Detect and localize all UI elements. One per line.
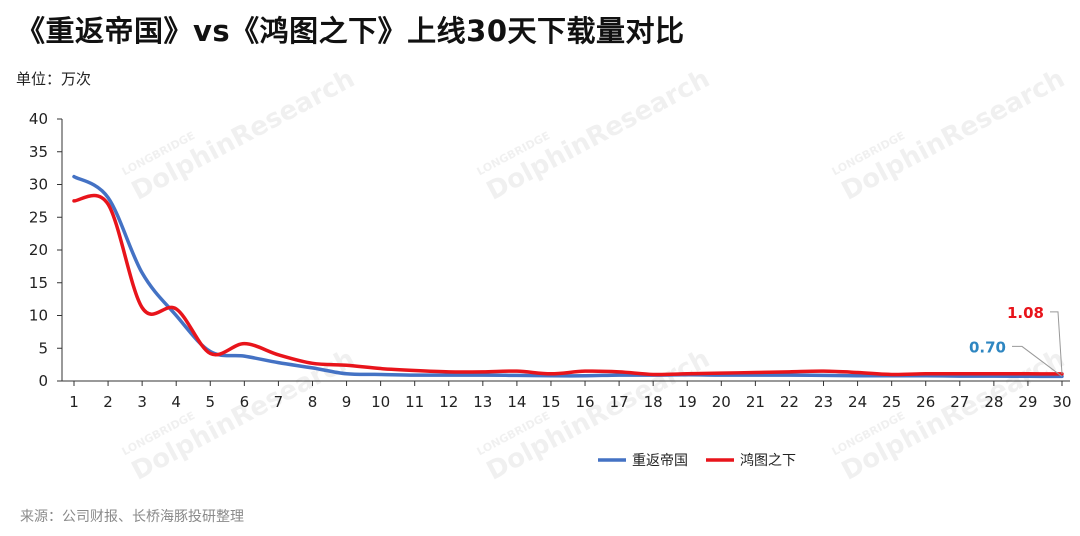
- x-tick-label: 25: [882, 393, 901, 411]
- x-tick-label: 9: [342, 393, 352, 411]
- y-tick-label: 10: [29, 307, 48, 325]
- source-note: 来源：公司财报、长桥海豚投研整理: [20, 509, 244, 525]
- chart-series: [72, 174, 1064, 379]
- y-tick-label: 0: [38, 372, 48, 390]
- x-tick-label: 7: [274, 393, 284, 411]
- x-tick-label: 20: [712, 393, 731, 411]
- watermark-brand: DolphinResearch: [127, 64, 360, 207]
- y-tick-label: 35: [29, 143, 48, 161]
- x-tick-label: 18: [644, 393, 663, 411]
- chart-title: 《重返帝国》vs《鸿图之下》上线30天下载量对比: [16, 14, 685, 48]
- x-tick-label: 21: [746, 393, 765, 411]
- x-tick-label: 16: [575, 393, 594, 411]
- legend-label-1: 重返帝国: [632, 453, 688, 469]
- y-tick-label: 30: [29, 176, 48, 194]
- unit-label: 单位：万次: [16, 70, 92, 88]
- end-label-2: 1.08: [1007, 304, 1044, 322]
- y-tick-label: 20: [29, 241, 48, 259]
- x-tick-label: 22: [780, 393, 799, 411]
- x-tick-label: 30: [1052, 393, 1071, 411]
- watermark-brand: DolphinResearch: [837, 344, 1070, 487]
- x-tick-label: 4: [171, 393, 181, 411]
- leader-line-1: [1012, 345, 1063, 377]
- leader-line-2: [1050, 311, 1063, 374]
- x-tick-label: 15: [541, 393, 560, 411]
- x-tick-label: 17: [610, 393, 629, 411]
- series-line-2: [72, 193, 1064, 377]
- legend-label-2: 鸿图之下: [740, 452, 796, 469]
- x-tick-label: 14: [507, 393, 526, 411]
- x-tick-label: 1: [69, 393, 79, 411]
- x-tick-label: 27: [950, 393, 969, 411]
- x-tick-label: 3: [137, 393, 147, 411]
- x-tick-label: 6: [240, 393, 250, 411]
- x-tick-label: 8: [308, 393, 318, 411]
- series-line-1: [72, 174, 1064, 379]
- x-tick-label: 28: [984, 393, 1003, 411]
- watermark-brand: DolphinResearch: [482, 64, 715, 207]
- x-tick-label: 11: [405, 393, 424, 411]
- x-tick-label: 19: [678, 393, 697, 411]
- y-tick-label: 25: [29, 208, 48, 226]
- chart-legend: 重返帝国 鸿图之下: [598, 452, 796, 469]
- x-tick-label: 5: [206, 393, 216, 411]
- y-tick-label: 15: [29, 274, 48, 292]
- x-tick-label: 26: [916, 393, 935, 411]
- x-tick-label: 13: [473, 393, 492, 411]
- x-tick-label: 29: [1018, 393, 1037, 411]
- y-tick-label: 5: [38, 339, 48, 357]
- watermark-brand: DolphinResearch: [837, 64, 1070, 207]
- x-tick-label: 2: [103, 393, 113, 411]
- x-tick-label: 24: [848, 393, 867, 411]
- x-tick-label: 23: [814, 393, 833, 411]
- x-tick-label: 10: [371, 393, 390, 411]
- x-tick-label: 12: [439, 393, 458, 411]
- y-tick-label: 40: [29, 110, 48, 128]
- end-label-1: 0.70: [969, 338, 1006, 356]
- end-annotations: 0.701.08: [969, 304, 1063, 377]
